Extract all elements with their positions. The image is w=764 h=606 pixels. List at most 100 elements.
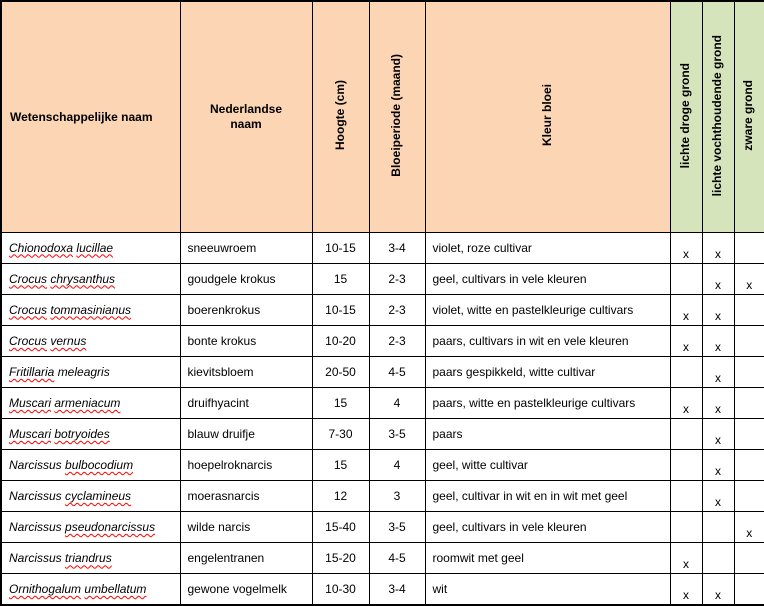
cell-flower-color: paars gespikkeld, witte cultivar [424,355,671,388]
cell-soil-mark [669,262,703,295]
cell-flower-color: geel, cultivars in vele kleuren [424,511,671,544]
cell-soil-mark: x [701,386,735,419]
cell-bloom-period: 3-4 [368,231,426,264]
scientific-name-word: Crocus [9,333,48,348]
cell-soil-mark: x [701,449,735,482]
cell-soil-mark [669,511,703,544]
table-row: Chionodoxa lucillae sneeuwroem 10-15 3-4 vio… [0,231,764,264]
cell-soil-mark: x [701,573,735,606]
col-header-label: Nederlandse naam [209,101,283,131]
cell-soil-mark [669,449,703,482]
col-header-label: Wetenschappelijke naam [10,109,153,124]
cell-soil-mark: x [701,480,735,513]
scientific-name-word: Muscari [9,427,52,441]
cell-dutch-name: sneeuwroem [179,231,313,264]
cell-dutch-name: gewone vogelmelk [179,573,313,606]
cell-soil-mark: x [669,324,703,357]
cell-scientific-name: Crocus vernus [0,324,181,357]
cell-soil-mark: x [669,573,703,606]
table-row: Narcissus pseudonarcissus wilde narcis 15-… [0,511,764,544]
col-header-height: Hoogte (cm) [311,0,370,233]
scientific-name-word: vernus [50,333,87,348]
cell-soil-mark [733,417,764,451]
table-row: Crocus vernus bonte krokus 10-20 2-3 paars, … [0,324,764,357]
cell-soil-mark: x [669,386,703,419]
cell-flower-color: geel, cultivars in vele kleuren [424,262,671,295]
scientific-name-word: bulbocodium [65,458,134,473]
cell-soil-mark: x [701,293,735,326]
cell-soil-mark: x [701,417,735,451]
cell-bloom-period: 4-5 [368,355,426,388]
cell-height: 15-40 [311,511,370,544]
cell-dutch-name: blauw druifje [179,417,313,451]
scientific-name-word: botryoides [54,427,110,441]
cell-height: 12 [311,480,370,513]
col-header-bloom-period: Bloeiperiode (maand) [368,0,426,233]
cell-flower-color: paars, cultivars in wit en vele kleuren [424,324,671,357]
cell-height: 10-15 [311,231,370,264]
scientific-name-word: Chionodoxa [9,240,74,255]
cell-flower-color: roomwit met geel [424,542,671,575]
cell-soil-mark: x [701,324,735,357]
cell-flower-color: geel, cultivar in wit en in wit met geel [424,480,671,513]
cell-scientific-name: Ornithogalum umbellatum [0,573,181,606]
cell-bloom-period: 4 [368,449,426,482]
scientific-name-word: meleagris [57,364,110,379]
scientific-name-word: triandrus [65,551,112,566]
cell-bloom-period: 4-5 [368,542,426,575]
cell-bloom-period: 4 [368,386,426,419]
scientific-name-word: armeniacum [54,395,121,410]
cell-soil-mark: x [701,262,735,295]
col-header-label: Bloeiperiode (maand) [389,53,404,177]
table-row: Narcissus triandrus engelentranen 15-20 4-5… [0,542,764,575]
cell-flower-color: geel, witte cultivar [424,449,671,482]
cell-scientific-name: Crocus chrysanthus [0,262,181,295]
col-header-light-dry-soil: lichte droge grond [669,0,703,233]
cell-soil-mark: x [669,231,703,264]
cell-dutch-name: wilde narcis [179,511,313,544]
cell-scientific-name: Chionodoxa lucillae [0,231,181,264]
cell-flower-color: paars, witte en pastelkleurige cultivars [424,386,671,419]
table-row: Ornithogalum umbellatum gewone vogelmelk 1… [0,573,764,606]
cell-bloom-period: 3-4 [368,573,426,606]
cell-scientific-name: Narcissus pseudonarcissus [0,511,181,544]
col-header-dutch-name: Nederlandse naam [179,0,313,233]
scientific-name-word: Narcissus [9,520,62,535]
cell-scientific-name: Fritillaria meleagris [0,355,181,388]
table-row: Narcissus bulbocodium hoepelroknarcis 15 4 g… [0,449,764,482]
table-row: Muscari armeniacum druifhyacint 15 4 paars, … [0,386,764,419]
cell-scientific-name: Narcissus bulbocodium [0,449,181,482]
cell-soil-mark: x [701,231,735,264]
cell-soil-mark [733,355,764,388]
table-row: Narcissus cyclamineus moerasnarcis 12 3 geel… [0,480,764,513]
cell-height: 20-50 [311,355,370,388]
scientific-name-word: Narcissus [9,551,62,566]
col-header-light-moist-soil: lichte vochthoudende grond [701,0,735,233]
cell-soil-mark [733,573,764,606]
col-header-heavy-soil: zware grond [733,0,764,233]
table-row: Fritillaria meleagris kievitsbloem 20-50 4-… [0,355,764,388]
cell-soil-mark: x [669,293,703,326]
col-header-scientific-name: Wetenschappelijke naam [0,0,181,233]
header-row: Wetenschappelijke naam Nederlandse naam … [0,0,764,233]
cell-soil-mark [733,542,764,575]
cell-dutch-name: moerasnarcis [179,480,313,513]
cell-scientific-name: Muscari botryoides [0,417,181,451]
col-header-label: Hoogte (cm) [332,80,347,151]
cell-soil-mark: x [669,542,703,575]
cell-soil-mark [701,511,735,544]
scientific-name-word: Crocus [9,302,48,317]
scientific-name-word: Muscari [9,395,52,410]
cell-bloom-period: 3 [368,480,426,513]
cell-soil-mark [733,449,764,482]
cell-height: 10-30 [311,573,370,606]
scientific-name-word: cyclamineus [65,489,132,504]
cell-soil-mark [701,542,735,575]
scientific-name-word: Narcissus [9,458,62,473]
cell-scientific-name: Narcissus triandrus [0,542,181,575]
cell-soil-mark [669,480,703,513]
cell-scientific-name: Muscari armeniacum [0,386,181,419]
cell-soil-mark [733,231,764,264]
cell-flower-color: violet, roze cultivar [424,231,671,264]
